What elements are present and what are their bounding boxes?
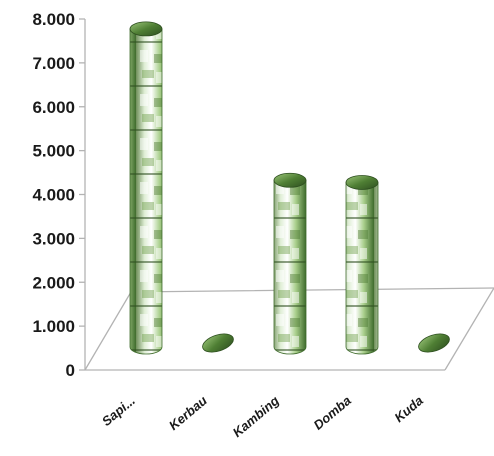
bar-top-cap	[129, 21, 163, 37]
y-tick-label: 8.000	[32, 10, 75, 29]
y-axis: 0 1.000 2.000 3.000 4.000 5.000 6.000 7.000 8.00…	[32, 10, 86, 380]
x-tick-label: Kuda	[391, 393, 426, 425]
y-tick-label: 1.000	[32, 317, 75, 336]
x-tick-label: Domba	[311, 393, 354, 433]
bar-top-cap	[273, 172, 307, 188]
bar-kerbau	[202, 333, 234, 353]
bar-kuda	[418, 333, 450, 353]
bar-flat-disc	[418, 333, 450, 353]
bar-body	[345, 182, 379, 355]
y-tick-label: 2.000	[32, 273, 75, 292]
y-tick-label: 4.000	[32, 186, 75, 205]
x-tick-label: Kerbau	[166, 393, 210, 433]
x-tick-label: Sapi...	[99, 393, 138, 429]
bar-body	[129, 28, 163, 355]
bar-body	[273, 179, 307, 355]
y-tick-label: 3.000	[32, 229, 75, 248]
y-tick-label: 5.000	[32, 142, 75, 161]
bar-kambing	[273, 172, 307, 355]
x-axis: Sapi... Kerbau Kambing Domba Kuda	[99, 393, 426, 440]
floor-right-edge	[444, 287, 494, 371]
x-tick-label: Kambing	[230, 393, 282, 440]
y-tick-label: 0	[66, 361, 75, 380]
y-tick-label: 7.000	[32, 54, 75, 73]
bar-top-cap	[345, 175, 379, 190]
bar-flat-disc	[202, 333, 234, 353]
bar-domba	[345, 175, 379, 355]
bar-sapi	[129, 21, 163, 355]
bars	[129, 21, 450, 355]
y-tick-label: 6.000	[32, 98, 75, 117]
